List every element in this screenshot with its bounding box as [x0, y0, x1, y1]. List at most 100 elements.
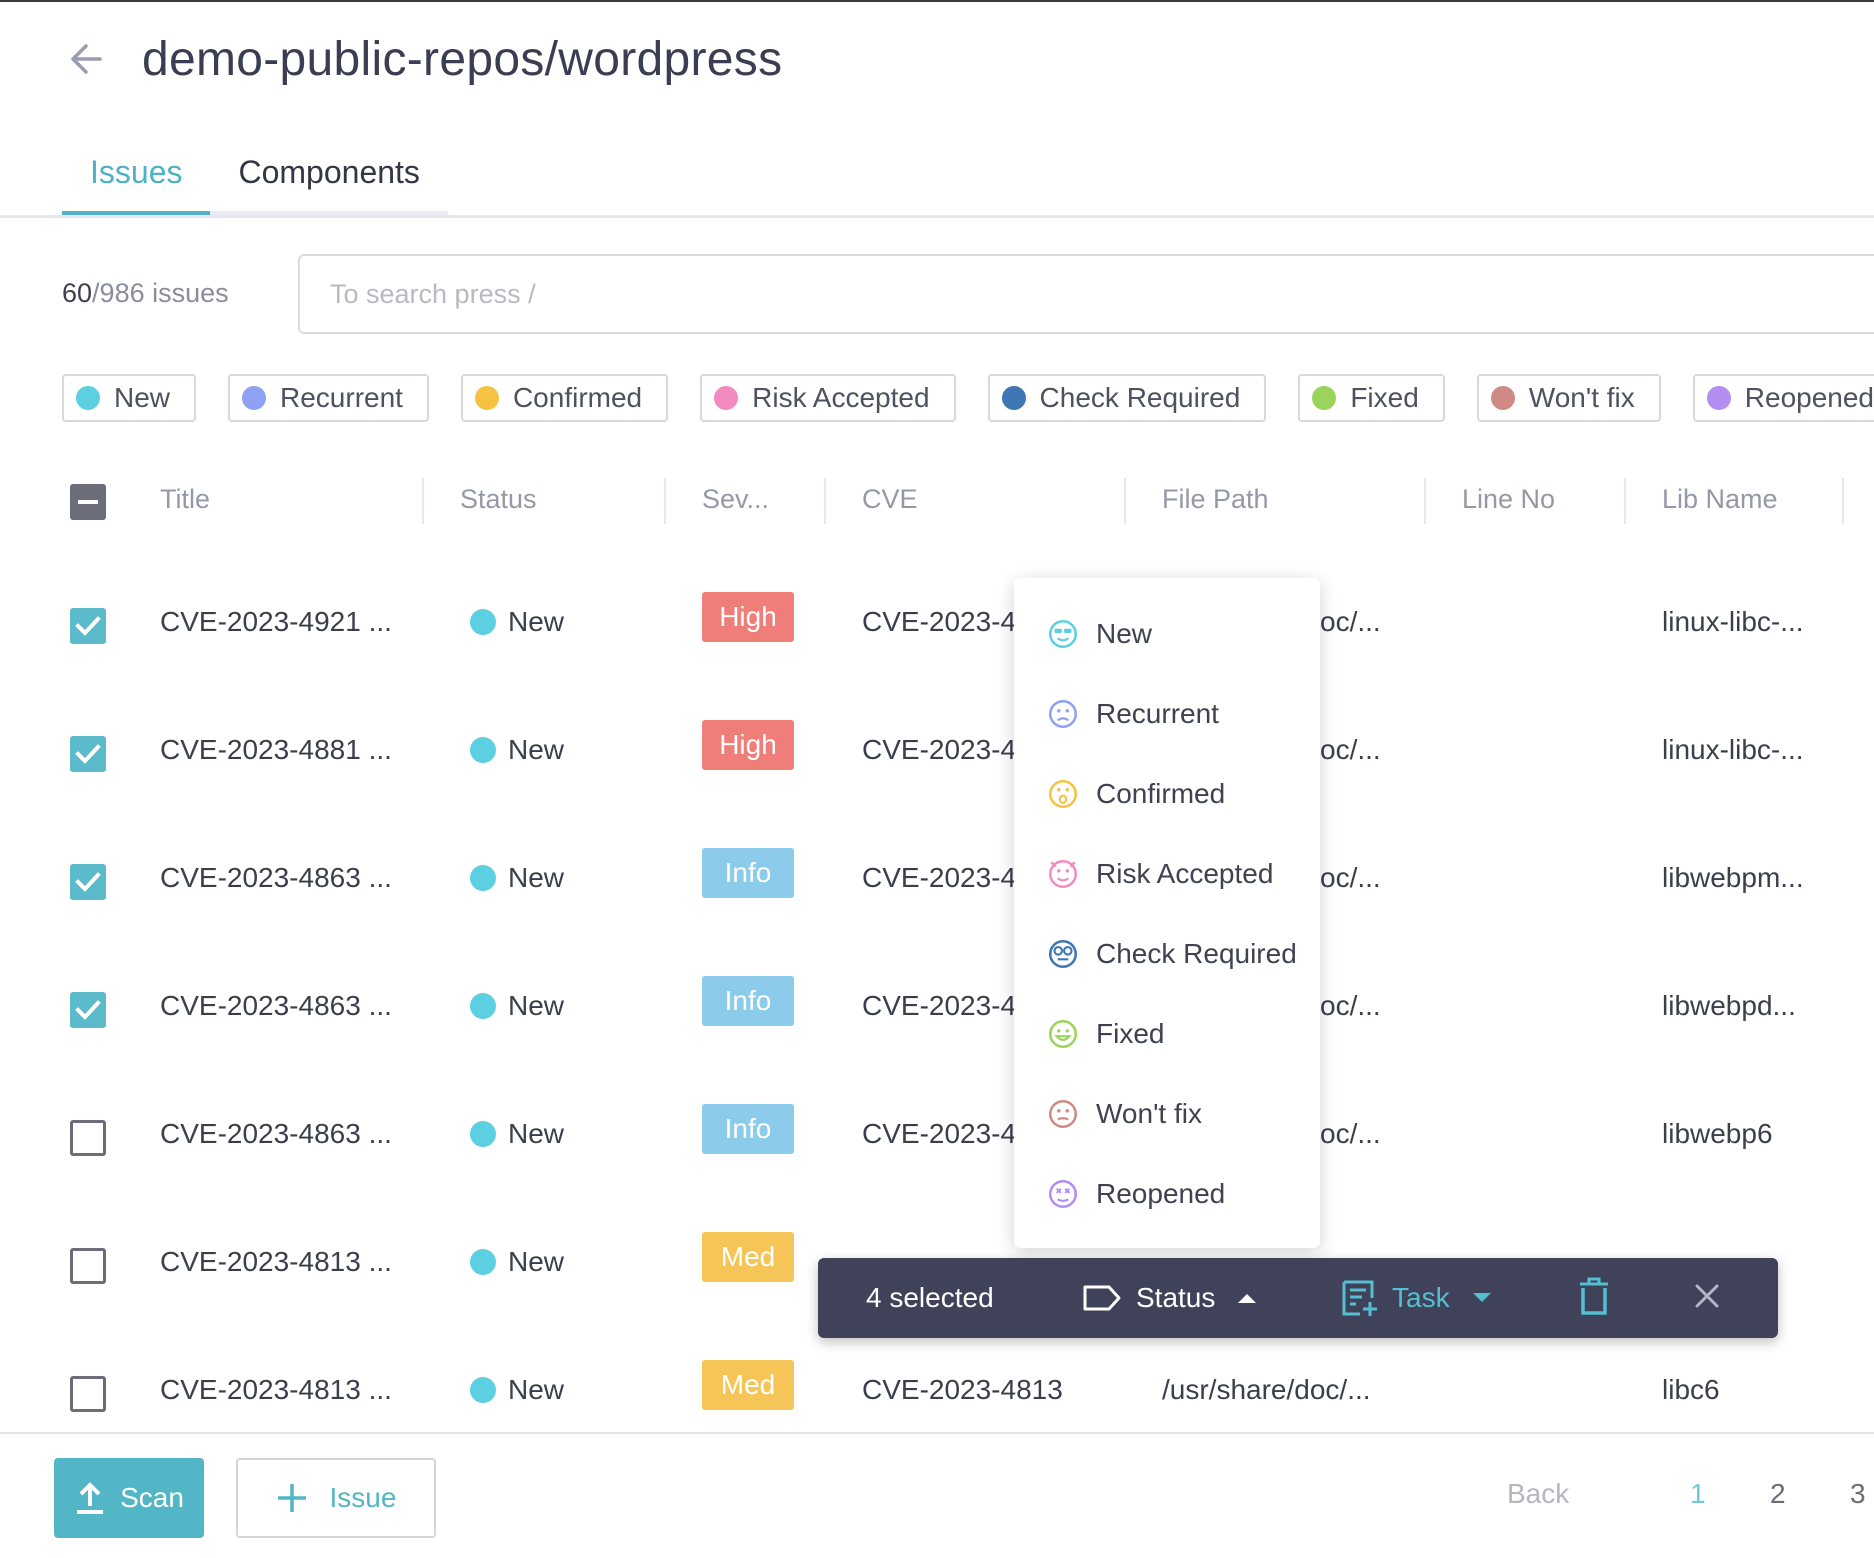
- status-dot: [1312, 386, 1337, 410]
- filter-chip-risk-accepted[interactable]: Risk Accepted: [700, 374, 956, 422]
- select-all-checkbox[interactable]: [70, 484, 106, 520]
- back-button[interactable]: [60, 33, 112, 85]
- add-issue-button[interactable]: Issue: [236, 1458, 436, 1538]
- column-divider[interactable]: [1424, 478, 1426, 524]
- face-neutral-icon: [1048, 1099, 1078, 1129]
- row-file-path: oc/...: [1320, 606, 1381, 637]
- issue-count-total: /986 issues: [92, 278, 229, 308]
- task-action-button[interactable]: Task: [1340, 1278, 1494, 1318]
- status-dot: [242, 386, 267, 410]
- status-option-recurrent[interactable]: Recurrent: [1014, 674, 1320, 754]
- column-divider[interactable]: [1842, 478, 1844, 524]
- search-input[interactable]: [298, 254, 1874, 334]
- status-filter-chips: New Recurrent Confirmed Risk Accepted Check …: [62, 374, 1874, 422]
- page-1[interactable]: 1: [1690, 1478, 1706, 1509]
- task-action-label: Task: [1392, 1282, 1450, 1313]
- filter-chip-reopened[interactable]: Reopened: [1692, 374, 1874, 422]
- severity-badge: Info: [702, 1104, 794, 1154]
- issue-count-shown: 60: [62, 278, 93, 308]
- column-divider[interactable]: [1624, 478, 1626, 524]
- column-line-no[interactable]: Line No: [1462, 484, 1556, 514]
- status-option-won-t-fix[interactable]: Won't fix: [1014, 1074, 1320, 1154]
- row-title: CVE-2023-4863 ...: [160, 1118, 392, 1149]
- row-checkbox[interactable]: [70, 736, 106, 772]
- page-title: demo-public-repos/wordpress: [142, 32, 783, 86]
- row-checkbox[interactable]: [70, 1248, 106, 1284]
- table-row[interactable]: CVE-2023-4863 ... New Info CVE-2023-48 oc/..…: [0, 1074, 1874, 1202]
- tab-components[interactable]: Components: [210, 140, 448, 215]
- column-divider[interactable]: [664, 478, 666, 524]
- status-option-new[interactable]: New: [1014, 594, 1320, 674]
- filter-chip-won-t-fix[interactable]: Won't fix: [1476, 374, 1661, 422]
- row-checkbox[interactable]: [70, 1120, 106, 1156]
- column-divider[interactable]: [824, 478, 826, 524]
- filter-chip-label: New: [114, 382, 171, 413]
- page-3[interactable]: 3: [1850, 1478, 1866, 1509]
- selected-count: 4 selected: [866, 1282, 994, 1313]
- row-status-label: New: [508, 862, 565, 893]
- column-severity[interactable]: Sev...: [702, 484, 770, 514]
- row-checkbox[interactable]: [70, 864, 106, 900]
- face-glasses-icon: [1048, 939, 1078, 969]
- column-title[interactable]: Title: [160, 484, 211, 514]
- status-dot: [474, 386, 499, 410]
- table-header: Title Status Sev... CVE File Path Line N…: [0, 470, 1874, 534]
- tab-issues[interactable]: Issues: [62, 140, 211, 215]
- row-lib-name: linux-libc-...: [1662, 734, 1804, 765]
- status-action-button[interactable]: Status: [1082, 1282, 1259, 1314]
- filter-chip-fixed[interactable]: Fixed: [1298, 374, 1445, 422]
- pagination-back[interactable]: Back: [1507, 1478, 1570, 1509]
- filter-chip-confirmed[interactable]: Confirmed: [460, 374, 669, 422]
- row-file-path: oc/...: [1320, 990, 1381, 1021]
- column-lib-name[interactable]: Lib Name: [1662, 484, 1778, 514]
- row-lib-name: libwebpm...: [1662, 862, 1804, 893]
- scan-button[interactable]: Scan: [54, 1458, 204, 1538]
- row-title: CVE-2023-4881 ...: [160, 734, 392, 765]
- status-menu-list: New Recurrent Confirmed Risk Accepted Check …: [1014, 578, 1320, 1234]
- table-row[interactable]: CVE-2023-4813 ... New Med: [0, 1202, 1874, 1330]
- column-status[interactable]: Status: [460, 484, 537, 514]
- table-row[interactable]: CVE-2023-4863 ... New Info CVE-2023-48 oc/..…: [0, 818, 1874, 946]
- status-option-label: New: [1096, 618, 1153, 649]
- filter-chip-recurrent[interactable]: Recurrent: [228, 374, 429, 422]
- tabs-divider: [0, 215, 1874, 218]
- filter-chip-label: Won't fix: [1528, 382, 1635, 413]
- top-border: [0, 0, 1874, 2]
- column-file-path[interactable]: File Path: [1162, 484, 1269, 514]
- row-status: New: [470, 990, 564, 1022]
- delete-button[interactable]: [1576, 1276, 1612, 1321]
- status-dot: [470, 609, 496, 635]
- table-row[interactable]: CVE-2023-4863 ... New Info CVE-2023-48 oc/..…: [0, 946, 1874, 1074]
- status-option-confirmed[interactable]: Confirmed: [1014, 754, 1320, 834]
- close-action-bar-button[interactable]: [1692, 1281, 1722, 1316]
- column-cve[interactable]: CVE: [862, 484, 918, 514]
- table-row[interactable]: CVE-2023-4881 ... New High CVE-2023-48 oc/..…: [0, 690, 1874, 818]
- row-lib-name: libwebpd...: [1662, 990, 1796, 1021]
- row-status: New: [470, 734, 564, 766]
- row-checkbox[interactable]: [70, 992, 106, 1028]
- row-file-path: oc/...: [1320, 862, 1381, 893]
- column-divider[interactable]: [422, 478, 424, 524]
- table-row[interactable]: CVE-2023-4921 ... New High CVE-2023-49 oc/..…: [0, 562, 1874, 690]
- trash-icon: [1580, 1277, 1608, 1315]
- page-2[interactable]: 2: [1770, 1478, 1786, 1509]
- status-dot: [470, 1249, 496, 1275]
- page-header: demo-public-repos/wordpress: [60, 24, 782, 94]
- status-option-reopened[interactable]: Reopened: [1014, 1154, 1320, 1234]
- column-divider[interactable]: [1124, 478, 1126, 524]
- row-status: New: [470, 862, 564, 894]
- status-dot: [1001, 386, 1026, 410]
- filter-chip-label: Risk Accepted: [752, 382, 930, 413]
- checkmark-icon: [75, 616, 101, 636]
- tab-bar: Issues Components: [62, 140, 448, 215]
- row-checkbox[interactable]: [70, 1376, 106, 1412]
- status-option-check-required[interactable]: Check Required: [1014, 914, 1320, 994]
- filter-chip-new[interactable]: New: [62, 374, 197, 422]
- row-checkbox[interactable]: [70, 608, 106, 644]
- status-option-risk-accepted[interactable]: Risk Accepted: [1014, 834, 1320, 914]
- filter-chip-check-required[interactable]: Check Required: [987, 374, 1267, 422]
- face-dizzy-icon: [1048, 1179, 1078, 1209]
- checkmark-icon: [75, 744, 101, 764]
- table-row[interactable]: CVE-2023-4813 ... New Med CVE-2023-4813/usr…: [0, 1330, 1874, 1458]
- status-option-fixed[interactable]: Fixed: [1014, 994, 1320, 1074]
